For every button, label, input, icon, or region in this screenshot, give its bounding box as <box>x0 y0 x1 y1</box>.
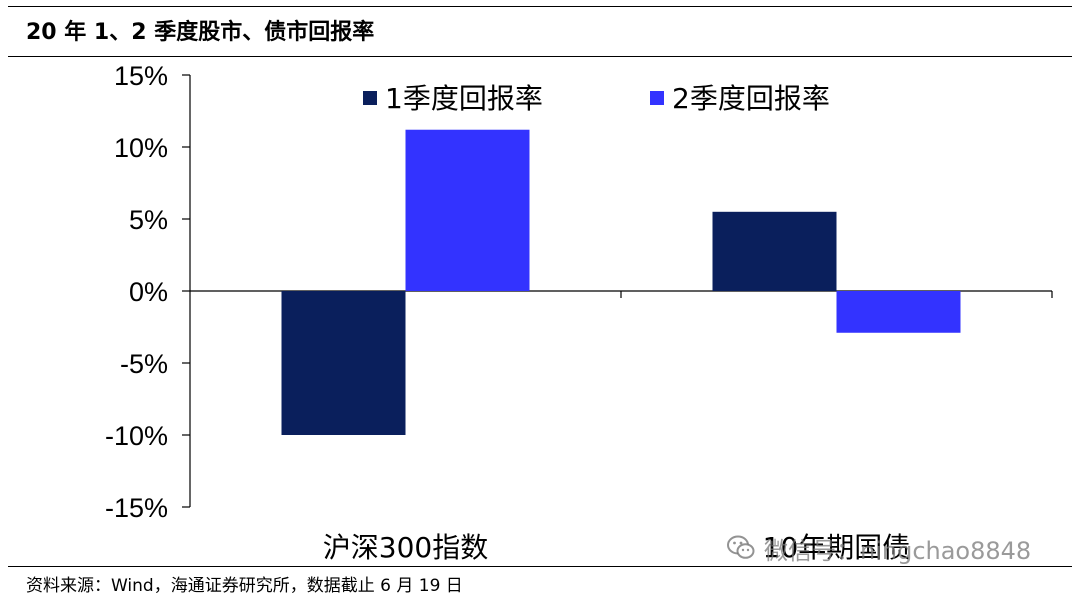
watermark: 微信号：ningchao8848 <box>726 532 1032 565</box>
y-tick-label: 15% <box>114 61 168 91</box>
y-tick-label: 5% <box>129 205 168 235</box>
bar-1-2 <box>712 211 837 291</box>
x-category-label: 10年期国债 <box>763 531 911 564</box>
y-tick-label: -10% <box>105 421 168 451</box>
wechat-icon <box>727 535 755 559</box>
bar-2-2 <box>836 291 961 333</box>
chart-bars <box>281 129 961 435</box>
bottom-rule <box>8 566 1072 567</box>
chart-title: 20 年 1、2 季度股市、债市回报率 <box>26 20 375 45</box>
chart-labels: 15% 10% 5% 0% -5% -10% -15% 沪深300指数 10年期国债 <box>105 61 910 564</box>
title-divider <box>8 56 1072 57</box>
y-tick-label: 10% <box>114 133 168 163</box>
x-category-label: 沪深300指数 <box>323 531 488 564</box>
y-tick-label: -5% <box>120 349 168 379</box>
watermark-text: 微信号：ningchao8848 <box>764 536 1032 565</box>
legend-swatch <box>650 91 664 105</box>
bar-chart: 15% 10% 5% 0% -5% -10% -15% 沪深300指数 10年期国债 1季度回报… <box>105 61 1053 564</box>
y-tick-label: 0% <box>129 277 168 307</box>
legend-label: 1季度回报率 <box>385 82 543 115</box>
source-note: 资料来源：Wind，海通证券研究所，数据截止 6 月 19 日 <box>26 576 463 596</box>
legend-label: 2季度回报率 <box>672 82 830 115</box>
legend-swatch <box>363 91 377 105</box>
y-tick-label: -15% <box>105 493 168 523</box>
top-rule <box>8 6 1072 7</box>
chart-legend: 1季度回报率 2季度回报率 <box>363 82 830 115</box>
bar-2-1 <box>405 129 530 291</box>
bar-1-1 <box>281 291 406 435</box>
